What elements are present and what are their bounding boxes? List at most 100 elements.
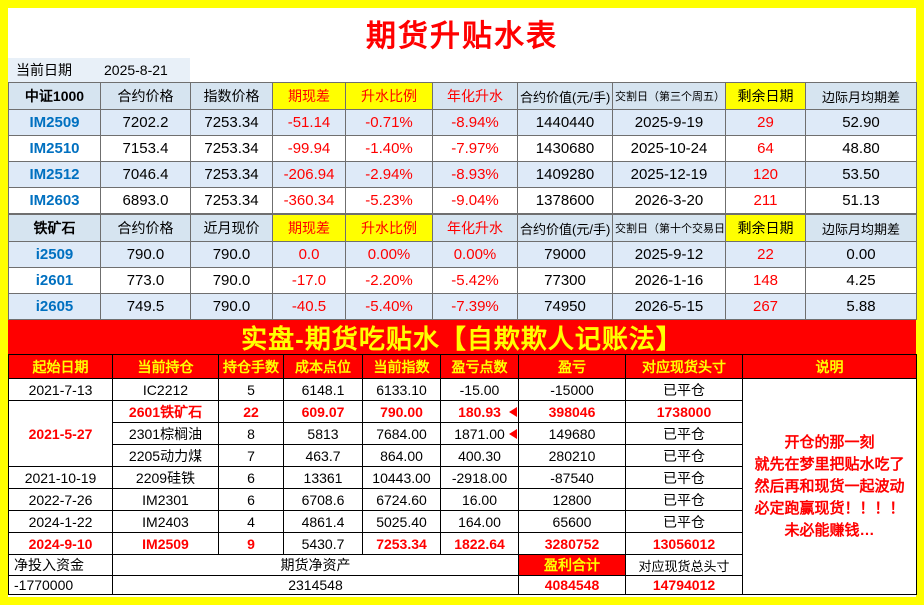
pnl-cell: 65600: [518, 510, 626, 533]
col-header-value: 合约价值(元/手): [517, 82, 613, 110]
index-cell: 790.00: [362, 400, 441, 423]
table-row: 2022-7-26 IM2301 6 6708.6 6724.60 16.00 …: [8, 488, 917, 511]
col-header-underlying: 中证1000: [8, 82, 101, 110]
col-header-delivery: 交割日（第三个周五）: [612, 82, 726, 110]
value-cell: 1409280: [517, 161, 613, 188]
lots-cell: 5: [218, 378, 284, 401]
table-row: 2021-5-27 2601铁矿石 22 609.07 790.00 180.9…: [8, 400, 917, 467]
price-cell: 773.0: [100, 267, 191, 294]
cost-cell: 6148.1: [283, 378, 363, 401]
price-cell: 749.5: [100, 293, 191, 320]
lots-cell: 4: [218, 510, 284, 533]
cost-cell: 13361: [283, 466, 363, 489]
spot-cell: 已平仓: [625, 488, 743, 511]
note-line: 未必能赚钱…: [784, 521, 875, 539]
lots-cell: 6: [218, 488, 284, 511]
pnl-cell: 3280752: [518, 532, 626, 555]
spot-cell: 已平仓: [625, 444, 743, 467]
margin-cell: 4.25: [805, 267, 917, 294]
start-date-cell: 2021-10-19: [8, 466, 113, 489]
col-header-annual: 年化升水: [432, 214, 518, 242]
current-date-row: 当前日期 2025-8-21: [8, 58, 916, 82]
contract-cell: i2601: [8, 267, 101, 294]
index-cell: 790.0: [190, 241, 273, 268]
table-row: 2205动力煤 7 463.7 864.00 400.30 280210 已平仓: [9, 444, 917, 467]
page-title: 期货升贴水表: [366, 20, 558, 53]
pnl-points-cell: -2918.00: [440, 466, 519, 489]
start-date-cell: 2024-9-10: [8, 532, 113, 555]
ratio-cell: -5.40%: [345, 293, 433, 320]
col-header-start-date: 起始日期: [8, 354, 113, 379]
current-date-label: 当前日期: [8, 58, 100, 82]
table-row: IM2509 7202.2 7253.34 -51.14 -0.71% -8.9…: [8, 109, 917, 136]
basis-cell: -17.0: [272, 267, 346, 294]
col-header-holding: 当前持仓: [112, 354, 219, 379]
col-header-value: 合约价值(元/手): [517, 214, 613, 242]
pnl-points-cell: 1822.64: [440, 532, 519, 555]
cost-cell: 5813: [283, 422, 363, 445]
cost-cell: 6708.6: [283, 488, 363, 511]
col-header-index: 近月现价: [190, 214, 273, 242]
pnl-points-value: 180.93: [458, 403, 501, 420]
basis-cell: -51.14: [272, 109, 346, 136]
col-header-basis: 期现差: [272, 82, 346, 110]
start-date-cell: 2022-7-26: [8, 488, 113, 511]
profit-total-label: 盈利合计: [518, 554, 626, 576]
note-line: 必定跑赢现货！！！！: [754, 499, 905, 517]
index-cell: 7253.34: [190, 187, 273, 214]
table-row: 2021-7-13 IC2212 5 6148.1 6133.10 -15.00…: [8, 378, 917, 595]
cost-cell: 463.7: [283, 444, 363, 467]
im-futures-table: 中证1000 合约价格 指数价格 期现差 升水比例 年化升水 合约价值(元/手)…: [8, 82, 917, 214]
holding-cell: IM2403: [112, 510, 219, 533]
contract-cell: IM2512: [8, 161, 101, 188]
delivery-cell: 2025-9-12: [612, 241, 726, 268]
ratio-cell: -0.71%: [345, 109, 433, 136]
real-account-banner: 实盘-期货吃贴水【自欺欺人记账法】: [8, 320, 916, 354]
im-header-row: 中证1000 合约价格 指数价格 期现差 升水比例 年化升水 合约价值(元/手)…: [8, 82, 917, 110]
pnl-cell: 149680: [518, 422, 626, 445]
days-cell: 211: [725, 187, 806, 214]
spot-total-value: 14794012: [625, 575, 743, 595]
positions-header-row: 起始日期 当前持仓 持仓手数 成本点位 当前指数 盈亏点数 盈亏 对应现货头寸 …: [8, 354, 917, 379]
note-line: 然后再和现货一起波动: [754, 477, 905, 495]
start-date-cell: 2021-5-27: [8, 400, 113, 467]
lots-cell: 9: [218, 532, 284, 555]
note-merged-cell: 开仓的那一刻 就先在梦里把贴水吃了 然后再和现货一起波动 必定跑赢现货！！！！ …: [742, 378, 917, 595]
annual-cell: -7.97%: [432, 135, 518, 162]
index-cell: 10443.00: [362, 466, 441, 489]
contract-cell: IM2510: [8, 135, 101, 162]
table-row: IM2510 7153.4 7253.34 -99.94 -1.40% -7.9…: [8, 135, 917, 162]
annual-cell: -8.94%: [432, 109, 518, 136]
col-header-days: 剩余日期: [725, 214, 806, 242]
days-cell: 120: [725, 161, 806, 188]
cost-cell: 609.07: [283, 400, 363, 423]
col-header-delivery: 交割日（第十个交易日）: [612, 214, 726, 242]
contract-cell: i2509: [8, 241, 101, 268]
holding-cell: 2205动力煤: [112, 444, 219, 467]
holding-cell: IM2301: [112, 488, 219, 511]
ratio-cell: -2.20%: [345, 267, 433, 294]
annual-cell: -7.39%: [432, 293, 518, 320]
pnl-points-cell: 400.30: [440, 444, 519, 467]
annual-cell: -9.04%: [432, 187, 518, 214]
pnl-points-value: 1871.00: [454, 425, 505, 442]
net-invest-label: 净投入资金: [8, 554, 113, 576]
basis-cell: 0.0: [272, 241, 346, 268]
col-header-spot: 对应现货头寸: [625, 354, 743, 379]
table-row: 2024-9-10 IM2509 9 5430.7 7253.34 1822.6…: [8, 532, 917, 555]
profit-total-value: 4084548: [518, 575, 626, 595]
index-cell: 7684.00: [362, 422, 441, 445]
days-cell: 64: [725, 135, 806, 162]
contract-cell: i2605: [8, 293, 101, 320]
days-cell: 22: [725, 241, 806, 268]
table-row: i2601 773.0 790.0 -17.0 -2.20% -5.42% 77…: [8, 267, 917, 294]
lots-cell: 7: [218, 444, 284, 467]
cost-cell: 5430.7: [283, 532, 363, 555]
col-header-underlying: 铁矿石: [8, 214, 101, 242]
pnl-cell: 280210: [518, 444, 626, 467]
comment-marker-icon: [509, 428, 517, 439]
spot-cell: 1738000: [625, 400, 743, 423]
col-header-ratio: 升水比例: [345, 82, 433, 110]
spot-cell: 已平仓: [625, 378, 743, 401]
pnl-points-cell: 164.00: [440, 510, 519, 533]
